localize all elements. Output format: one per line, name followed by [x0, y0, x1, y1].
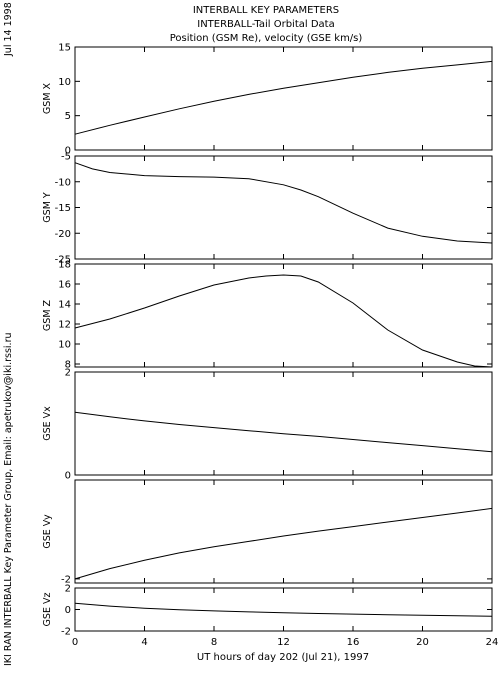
x-tick-label: 16 [347, 637, 360, 648]
y-tick-label: 14 [58, 300, 71, 311]
figure-title-1: INTERBALL KEY PARAMETERS [193, 5, 339, 16]
figure-title-3: Position (GSM Re), velocity (GSE km/s) [170, 33, 363, 44]
plot-date: Jul 14 1998 [3, 2, 14, 57]
y-tick-label: 0 [65, 471, 71, 482]
y-tick-label: -20 [55, 229, 71, 240]
x-tick-label: 12 [277, 637, 290, 648]
panel-frame [74, 587, 493, 632]
y-axis-label: GSE Vz [42, 593, 53, 627]
credit-line: IKI RAN INTERBALL Key Parameter Group, E… [3, 333, 14, 667]
series-line [74, 162, 493, 244]
panel-gse-vy: -2 GSE Vy [42, 479, 493, 585]
x-tick-label: 8 [211, 637, 217, 648]
y-axis-label: GSM Y [42, 192, 53, 223]
y-tick-label: 16 [58, 280, 71, 291]
y-tick-label: 2 [65, 368, 71, 379]
series-line [74, 274, 493, 368]
panel-gsm-x: 0 5 10 15 GSM X [42, 43, 493, 157]
x-tick-label: 0 [72, 637, 78, 648]
y-axis-label: GSM Z [42, 299, 53, 331]
x-axis-label: UT hours of day 202 (Jul 21), 1997 [197, 652, 369, 663]
panel-frame [74, 263, 493, 368]
panel-frame [74, 479, 493, 584]
y-tick-label: 15 [58, 43, 71, 54]
y-tick-label: -2 [61, 627, 71, 638]
y-tick-label: 18 [58, 260, 71, 271]
y-tick-label: -5 [61, 152, 71, 163]
y-tick-label: 10 [58, 340, 71, 351]
y-tick-label: -2 [61, 574, 71, 585]
y-tick-label: 12 [58, 320, 71, 331]
panel-frame [74, 46, 493, 151]
panel-frame [74, 371, 493, 476]
x-tick-label: 24 [486, 637, 499, 648]
x-tick-label: 4 [141, 637, 147, 648]
figure-title-2: INTERBALL-Tail Orbital Data [197, 19, 334, 30]
y-tick-label: 10 [58, 77, 71, 88]
series-line [74, 602, 493, 617]
y-tick-label: 0 [65, 146, 71, 157]
y-tick-label: 0 [65, 605, 71, 616]
y-tick-label: 2 [65, 584, 71, 595]
series-line [74, 507, 493, 580]
series-line [74, 411, 493, 453]
panel-frame [74, 155, 493, 260]
y-axis-label: GSE Vy [42, 514, 53, 549]
panel-gsm-z: 8 10 12 14 16 18 GSM Z [42, 260, 493, 371]
y-tick-label: 8 [65, 360, 71, 371]
y-tick-label: 5 [65, 111, 71, 122]
x-tick-label: 20 [416, 637, 429, 648]
series-line [74, 60, 493, 135]
panel-gse-vz: -2 0 2 GSE Vz [42, 584, 493, 638]
panel-gse-vx: 0 2 GSE Vx [42, 368, 493, 482]
y-axis-label: GSM X [42, 82, 53, 114]
y-axis-label: GSE Vx [42, 406, 53, 441]
panel-gsm-y: -25 -20 -15 -10 -5 GSM Y [42, 152, 493, 266]
y-tick-label: -25 [55, 255, 71, 266]
y-tick-label: -10 [55, 177, 71, 188]
y-tick-label: -15 [55, 203, 71, 214]
x-tick-labels: 0 4 8 12 16 20 24 [72, 637, 499, 648]
